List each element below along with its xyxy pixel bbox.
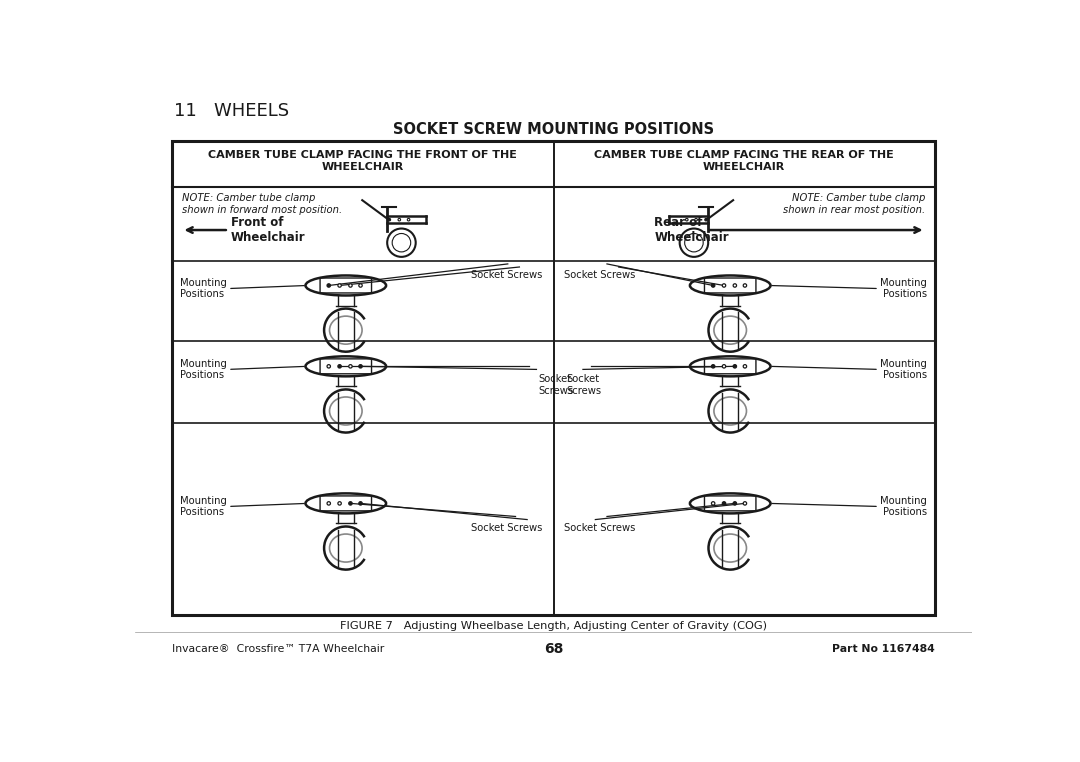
- Text: Invacare®  Crossfire™ T7A Wheelchair: Invacare® Crossfire™ T7A Wheelchair: [172, 644, 384, 654]
- Circle shape: [399, 219, 401, 221]
- Text: Part No 1167484: Part No 1167484: [832, 644, 935, 654]
- Text: Socket Screws: Socket Screws: [565, 270, 636, 280]
- Circle shape: [723, 365, 726, 368]
- Circle shape: [349, 365, 352, 368]
- Text: Socket Screws: Socket Screws: [471, 270, 542, 280]
- Circle shape: [743, 365, 746, 368]
- Text: Mounting
Positions: Mounting Positions: [880, 359, 927, 380]
- Circle shape: [359, 365, 362, 368]
- Circle shape: [694, 219, 698, 221]
- Circle shape: [388, 219, 391, 221]
- Text: Rear of
Wheelchair: Rear of Wheelchair: [654, 216, 729, 244]
- Text: NOTE: Camber tube clamp
shown in forward most position.: NOTE: Camber tube clamp shown in forward…: [181, 193, 341, 215]
- Circle shape: [338, 283, 341, 287]
- Text: Socket
Screws: Socket Screws: [538, 374, 573, 395]
- Circle shape: [743, 501, 746, 505]
- Circle shape: [407, 219, 409, 221]
- Circle shape: [712, 501, 715, 505]
- Text: Mounting
Positions: Mounting Positions: [180, 495, 227, 517]
- Text: CAMBER TUBE CLAMP FACING THE FRONT OF THE
WHEELCHAIR: CAMBER TUBE CLAMP FACING THE FRONT OF TH…: [208, 150, 517, 171]
- Circle shape: [327, 283, 330, 287]
- Circle shape: [359, 501, 362, 505]
- Text: Mounting
Positions: Mounting Positions: [180, 278, 227, 299]
- Circle shape: [338, 365, 341, 368]
- Bar: [172, 141, 935, 615]
- Circle shape: [723, 501, 726, 505]
- Text: Mounting
Positions: Mounting Positions: [880, 278, 927, 299]
- Circle shape: [712, 365, 715, 368]
- Text: Mounting
Positions: Mounting Positions: [180, 359, 227, 380]
- Circle shape: [349, 501, 352, 505]
- Text: FIGURE 7   Adjusting Wheelbase Length, Adjusting Center of Gravity (COG): FIGURE 7 Adjusting Wheelbase Length, Adj…: [340, 621, 767, 631]
- Circle shape: [327, 365, 330, 368]
- Text: Mounting
Positions: Mounting Positions: [880, 495, 927, 517]
- Circle shape: [733, 283, 737, 287]
- Text: CAMBER TUBE CLAMP FACING THE REAR OF THE
WHEELCHAIR: CAMBER TUBE CLAMP FACING THE REAR OF THE…: [594, 150, 894, 171]
- Circle shape: [712, 283, 715, 287]
- Text: Socket Screws: Socket Screws: [471, 523, 542, 533]
- Circle shape: [723, 283, 726, 287]
- Circle shape: [359, 283, 362, 287]
- Text: Socket Screws: Socket Screws: [565, 523, 636, 533]
- Circle shape: [338, 501, 341, 505]
- Text: Front of
Wheelchair: Front of Wheelchair: [231, 216, 306, 244]
- Text: 68: 68: [544, 642, 563, 656]
- Circle shape: [705, 219, 707, 221]
- Circle shape: [349, 283, 352, 287]
- Text: 11   WHEELS: 11 WHEELS: [174, 102, 288, 120]
- Circle shape: [743, 283, 746, 287]
- Text: NOTE: Camber tube clamp
shown in rear most position.: NOTE: Camber tube clamp shown in rear mo…: [783, 193, 926, 215]
- Circle shape: [733, 365, 737, 368]
- Text: Socket
Screws: Socket Screws: [566, 374, 602, 395]
- Text: SOCKET SCREW MOUNTING POSITIONS: SOCKET SCREW MOUNTING POSITIONS: [393, 122, 714, 137]
- Circle shape: [686, 219, 688, 221]
- Circle shape: [733, 501, 737, 505]
- Circle shape: [327, 501, 330, 505]
